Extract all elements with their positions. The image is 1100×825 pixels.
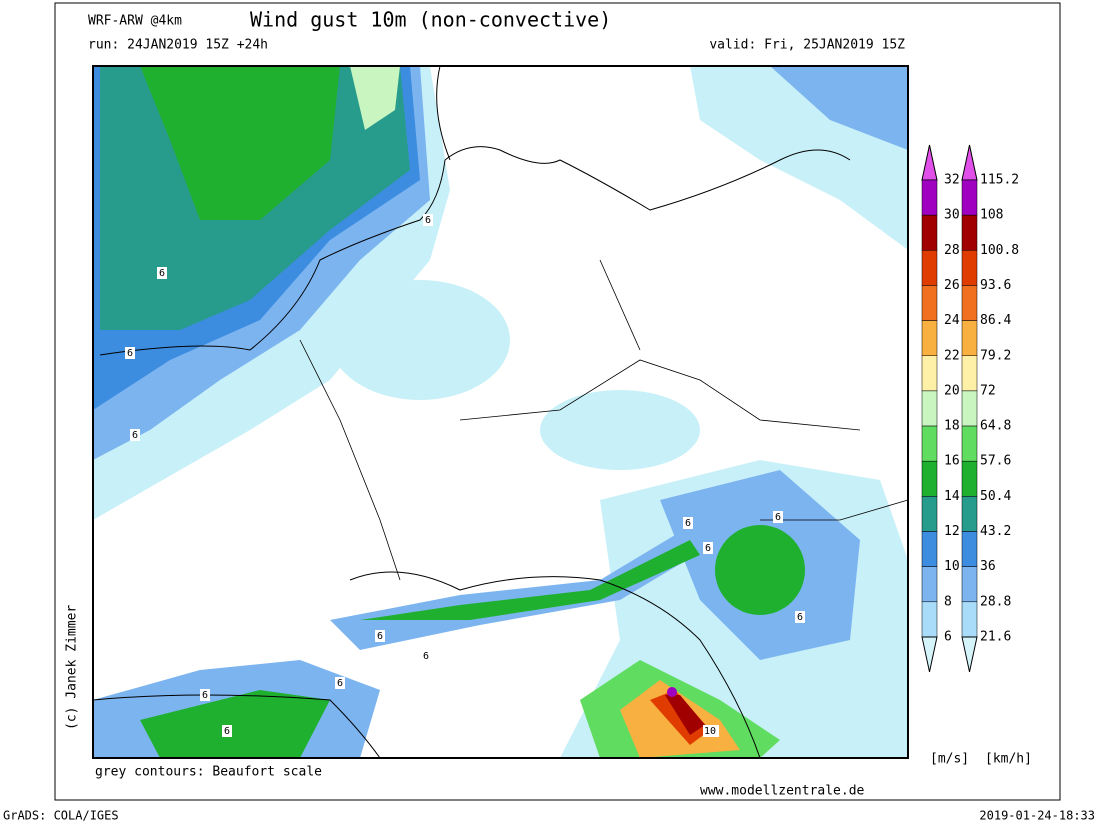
- color-bin: [961, 214, 978, 251]
- color-bin: [961, 250, 978, 286]
- contour-label: 10: [704, 726, 716, 737]
- title: Wind gust 10m (non-convective): [250, 8, 611, 32]
- colorbar-label: 115.2: [980, 173, 1019, 188]
- colorbar-label: 12: [944, 524, 960, 539]
- color-bin: [921, 179, 938, 216]
- colorbar-label: 57.6: [980, 454, 1011, 469]
- colorbar-label: 24: [944, 313, 960, 328]
- color-bin: [921, 425, 938, 462]
- color-bin: [961, 285, 978, 321]
- contour-label-box: [703, 725, 719, 737]
- colorbar-label: 16: [944, 454, 960, 469]
- colorbar-label: 79.2: [980, 348, 1011, 363]
- color-bin: [961, 566, 978, 603]
- contour-label-box: [703, 542, 713, 554]
- color-bin: [921, 566, 938, 603]
- color-bin: [921, 390, 938, 427]
- colorbar: 32302826242220181614121086115.2108100.89…: [921, 144, 1019, 673]
- color-bin: [921, 460, 938, 497]
- unit-kmh: [km/h]: [985, 752, 1032, 767]
- contour-label: 6: [132, 430, 138, 441]
- contour-label: 6: [159, 268, 165, 279]
- colorbar-label: 28.8: [980, 594, 1011, 609]
- contour-label: 6: [202, 690, 208, 701]
- contours-note: grey contours: Beaufort scale: [95, 765, 322, 780]
- color-bin: [961, 390, 978, 427]
- color-bin: [961, 320, 978, 357]
- software: GrADS: COLA/IGES: [3, 809, 119, 823]
- colorbar-label: 93.6: [980, 278, 1011, 293]
- colorbar-label: 8: [944, 594, 952, 609]
- colorbar-label: 21.6: [980, 629, 1011, 644]
- color-bin: [921, 496, 938, 532]
- colorbar-label: 18: [944, 419, 960, 434]
- run: run: 24JAN2019 15Z +24h: [88, 38, 268, 53]
- color-bin: [961, 425, 978, 462]
- contour-label: 6: [377, 631, 383, 642]
- colorbar-label: 64.8: [980, 419, 1011, 434]
- contour-label: 6: [685, 518, 691, 529]
- contour-label-box: [130, 429, 140, 441]
- website: www.modellzentrale.de: [700, 784, 865, 799]
- contour-label: 6: [224, 726, 230, 737]
- contour-label-box: [795, 611, 805, 623]
- colorbar-label: 32: [944, 173, 960, 188]
- contour-label-box: [375, 630, 385, 642]
- colorbar-label: 72: [980, 383, 996, 398]
- bottom-arrow: [921, 636, 938, 673]
- color-bin: [921, 601, 938, 638]
- colorbar-label: 36: [980, 559, 996, 574]
- colorbar-label: 6: [944, 629, 952, 644]
- color-bin: [961, 179, 978, 216]
- color-bin: [921, 355, 938, 392]
- colorbar-label: 30: [944, 208, 960, 223]
- contour-label-box: [773, 511, 783, 523]
- color-bin: [921, 214, 938, 251]
- colorbar-label: 28: [944, 243, 960, 258]
- contour-label-box: [335, 677, 345, 689]
- valid: valid: Fri, 25JAN2019 15Z: [709, 38, 905, 53]
- color-bin: [961, 355, 978, 392]
- contour-label: 6: [127, 348, 133, 359]
- bottom-arrow: [961, 636, 978, 673]
- color-bin: [921, 285, 938, 321]
- contour-label-box: [125, 347, 135, 359]
- map: 6 6 6 6 6 6 6 6 6 6 6 6 6 10: [92, 65, 909, 759]
- contour-label-box: [683, 517, 693, 529]
- contour-label-box: [157, 267, 167, 279]
- colorbar-label: 10: [944, 559, 960, 574]
- color-bin: [961, 496, 978, 532]
- contour-label: 6: [775, 512, 781, 523]
- contour-label-box: [421, 650, 431, 662]
- contour-label-box: [200, 689, 210, 701]
- timestamp: 2019-01-24-18:33: [979, 809, 1095, 823]
- colorbar-label: 100.8: [980, 243, 1019, 258]
- color-bin: [921, 250, 938, 286]
- colorbar-label: 50.4: [980, 489, 1011, 504]
- colorbar-label: 86.4: [980, 313, 1011, 328]
- model: WRF-ARW @4km: [88, 14, 182, 29]
- color-bin: [961, 531, 978, 567]
- colorbar-label: 14: [944, 489, 960, 504]
- colorbar-label: 108: [980, 208, 1003, 223]
- color-bin: [921, 320, 938, 357]
- colorbar-label: 26: [944, 278, 960, 293]
- contour-label: 6: [337, 678, 343, 689]
- color-bin: [921, 531, 938, 567]
- contour-label-box: [222, 725, 232, 737]
- contour-label: 6: [425, 215, 431, 226]
- colorbar-label: 22: [944, 348, 960, 363]
- contour-label: 6: [705, 543, 711, 554]
- unit-ms: [m/s]: [930, 752, 969, 767]
- color-bin: [961, 460, 978, 497]
- copyright: (c) Janek Zimmer: [65, 605, 80, 730]
- colorbar-label: 43.2: [980, 524, 1011, 539]
- contour-label: 6: [423, 651, 429, 662]
- colorbar-label: 20: [944, 383, 960, 398]
- contour-label-box: [423, 214, 433, 226]
- contour-label: 6: [797, 612, 803, 623]
- color-bin: [961, 601, 978, 638]
